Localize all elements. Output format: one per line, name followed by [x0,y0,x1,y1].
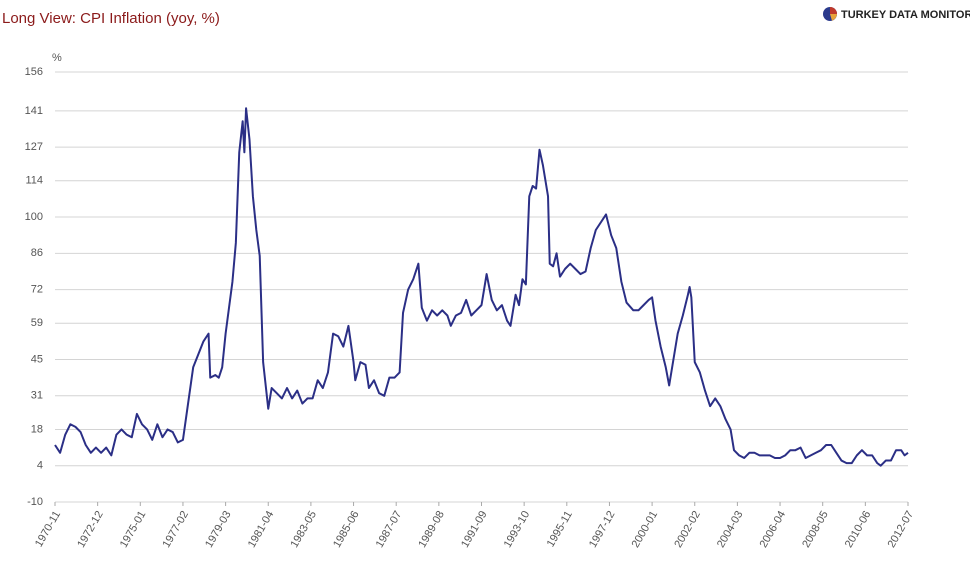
x-tick-label: 1983-05 [288,509,319,550]
x-tick-label: 1993-10 [502,509,533,550]
y-tick-label: 86 [31,247,43,259]
cpi-line [54,107,909,467]
y-tick-label: 18 [31,423,43,435]
x-tick-label: 1975-01 [118,509,149,550]
y-tick-label: 4 [37,460,43,472]
y-tick-label: 72 [31,283,43,295]
x-tick-label: 2006-04 [758,509,789,550]
x-tick-label: 2010-06 [843,509,874,550]
y-tick-label: 127 [25,141,43,153]
y-tick-label: 59 [31,317,43,329]
y-tick-label: 114 [25,175,43,187]
y-tick-label: 45 [31,353,43,365]
x-tick-label: 2004-03 [715,509,746,550]
y-tick-label: 141 [25,105,43,117]
x-tick-label: 1997-12 [587,509,618,550]
chart-title: Long View: CPI Inflation (yoy, %) [2,10,220,27]
x-tick-label: 1977-02 [160,509,191,550]
x-tick-label: 1995-11 [545,509,575,549]
x-tick-label: 2008-05 [800,509,831,550]
y-tick-label: 156 [25,66,43,78]
brand-logo: TURKEY DATA MONITOR [823,7,970,21]
x-tick-label: 1979-03 [203,509,234,550]
y-tick-label: 31 [31,390,43,402]
x-tick-label: 1972-12 [75,509,106,550]
x-tick-label: 2012-07 [886,509,917,550]
x-tick-label: 1989-08 [416,509,447,550]
x-tick-label: 2002-02 [672,509,703,550]
y-tick-label: 100 [25,211,43,223]
x-tick-label: 1981-04 [246,509,277,550]
x-tick-label: 1991-09 [459,509,490,550]
y-unit: % [52,52,62,64]
x-tick-label: 1987-07 [374,509,405,550]
x-tick-label: 2000-01 [630,509,661,550]
x-tick-label: 1985-06 [331,509,362,550]
logo-slice [830,7,837,14]
x-tick-label: 1970-11 [33,509,63,549]
logo-slice [830,14,837,21]
brand-name: TURKEY DATA MONITOR [841,9,970,21]
y-tick-label: -10 [27,496,43,508]
